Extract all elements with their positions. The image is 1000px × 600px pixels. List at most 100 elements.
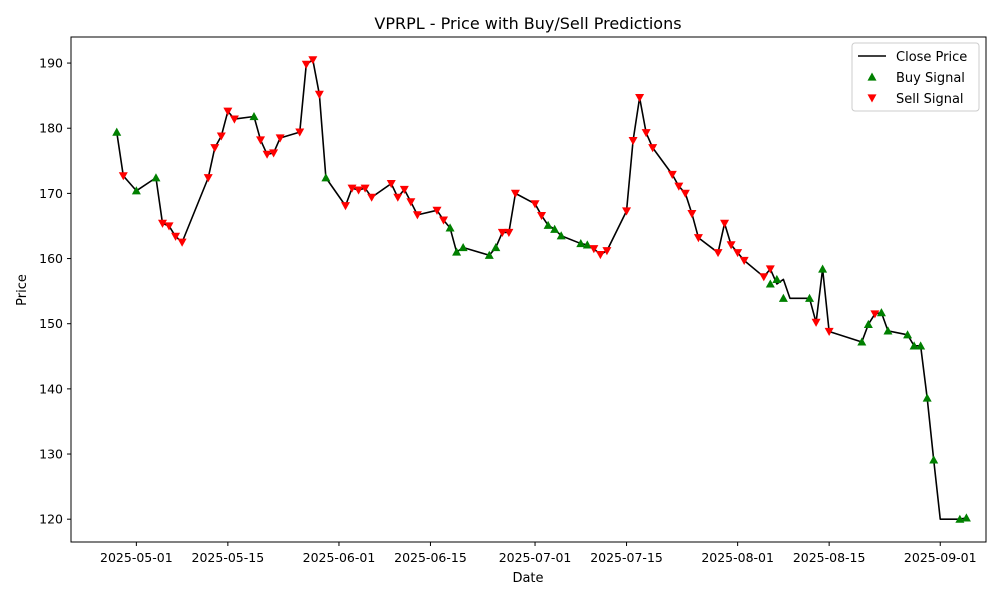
buy-signal-point [321, 173, 331, 182]
sell-signal-point [811, 318, 821, 327]
sell-signal-point [223, 107, 233, 116]
buy-signal-point [543, 220, 553, 229]
sell-signal-point [635, 94, 645, 103]
sell-signal-point [497, 228, 507, 237]
x-tick-label: 2025-09-01 [904, 550, 977, 565]
sell-signal-point [256, 136, 266, 145]
legend-label-sell-signal: Sell Signal [896, 92, 964, 107]
buy-signal-point [458, 242, 468, 252]
x-tick-label: 2025-05-15 [192, 550, 265, 565]
buy-signal-point [955, 514, 965, 523]
sell-signal-point [216, 132, 226, 141]
sell-signal-point [759, 273, 769, 282]
sell-signal-point [367, 193, 377, 202]
buy-signal-point [818, 264, 828, 273]
sell-signal-point [341, 202, 350, 211]
y-tick-label: 170 [39, 186, 63, 201]
buy-signal-point [961, 513, 971, 522]
sell-signal-point [510, 189, 520, 198]
buy-signal-point [772, 274, 782, 283]
buy-signal-point [922, 393, 932, 402]
x-axis: 2025-05-01 2025-05-15 2025-06-01 2025-06-15… [100, 542, 977, 565]
buy-signal-point [929, 455, 939, 464]
sell-signal-point [210, 144, 220, 153]
sell-signal-point [177, 238, 187, 247]
sell-signal-point [262, 150, 272, 159]
legend-label-close-price: Close Price [896, 50, 967, 65]
sell-signal-point [680, 189, 690, 198]
buy-signal-point [491, 242, 501, 252]
buy-signal-point [765, 279, 775, 288]
sell-signal-point [360, 184, 370, 193]
sell-signal-point [439, 216, 449, 225]
sell-signal-point [354, 186, 364, 195]
sell-signal-point [269, 149, 279, 158]
sell-signal-point [720, 219, 730, 228]
buy-signal-point [550, 224, 560, 233]
y-tick-label: 120 [39, 512, 63, 527]
sell-signal-point [726, 241, 736, 250]
buy-signal-point [112, 127, 122, 136]
y-tick-label: 160 [39, 251, 63, 266]
sell-signal-point [693, 234, 703, 243]
sell-signal-point [530, 200, 540, 209]
chart-title: VPRPL - Price with Buy/Sell Predictions [374, 14, 681, 33]
buy-signal-point [445, 223, 455, 232]
buy-signal-point [151, 173, 161, 182]
sell-signal-point [504, 228, 514, 237]
buy-signal-point [883, 326, 893, 335]
buy-signal-point [903, 330, 913, 339]
sell-signal-point [158, 219, 167, 228]
sell-signal-point [687, 209, 697, 219]
sell-signal-point [203, 174, 213, 183]
sell-signal-point [674, 182, 684, 191]
x-tick-label: 2025-07-15 [590, 550, 663, 565]
buy-signal-point [249, 111, 259, 121]
buy-signal-point [805, 293, 815, 302]
sell-signal-point [118, 172, 128, 181]
legend: Close Price Buy Signal Sell Signal [851, 42, 980, 112]
buy-signal-point [778, 293, 788, 302]
x-tick-label: 2025-07-01 [499, 550, 572, 565]
sell-signal-point [386, 180, 396, 189]
legend-label-buy-signal: Buy Signal [896, 71, 965, 86]
sell-signal-point [589, 245, 599, 254]
sell-signal-point [432, 206, 442, 215]
y-tick-label: 130 [39, 447, 63, 462]
sell-signal-point [406, 198, 416, 207]
plot-frame [70, 36, 987, 543]
sell-signal-point [713, 249, 723, 258]
sell-signal-point [739, 256, 749, 266]
sell-signal-point [595, 251, 605, 260]
sell-signal-point [537, 211, 547, 221]
sell-signal-point [399, 185, 409, 194]
buy-signal-point [556, 231, 566, 240]
sell-signal-point [308, 56, 318, 65]
x-tick-label: 2025-06-15 [394, 550, 467, 565]
sell-signal-point [622, 207, 632, 216]
sell-signal-point [275, 134, 285, 143]
buy-signal-point [909, 341, 919, 350]
x-tick-label: 2025-08-01 [701, 550, 774, 565]
x-tick-label: 2025-08-15 [793, 550, 866, 565]
sell-signal-point [765, 265, 775, 274]
buy-signal-point [857, 337, 867, 346]
buy-signal-point [916, 341, 926, 350]
sell-signal-point [641, 129, 651, 138]
buy-signal-point [484, 250, 494, 259]
buy-signal-point [876, 308, 886, 317]
y-axis-title: Price [15, 274, 30, 306]
buy-signal-point [582, 240, 592, 249]
sell-signal-point [602, 247, 612, 256]
sell-signal-point [628, 137, 638, 146]
close-price-line [115, 59, 967, 520]
x-tick-label: 2025-05-01 [100, 550, 173, 565]
sell-signal-point [301, 60, 311, 69]
sell-signal-point [295, 128, 305, 137]
legend-box [851, 42, 980, 112]
sell-signal-point [164, 222, 174, 231]
sell-signal-point [314, 90, 324, 99]
buy-signal-point [576, 239, 586, 248]
sell-signal-point [733, 249, 743, 258]
